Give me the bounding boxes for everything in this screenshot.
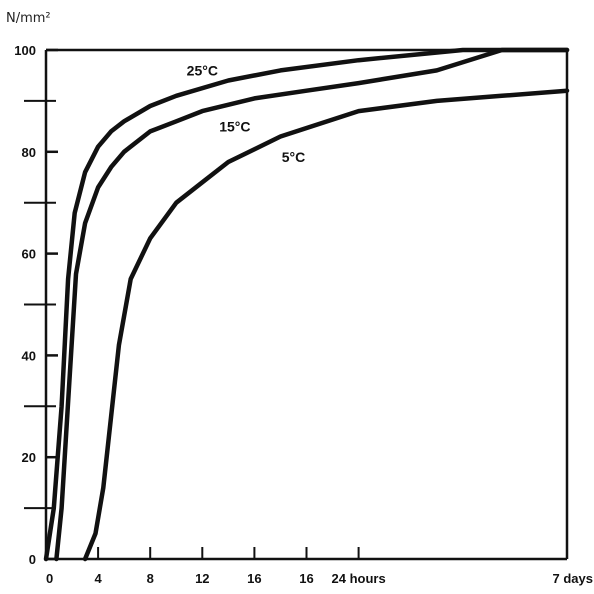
y-tick-label: 20 <box>22 450 36 465</box>
x-tick-label: 16 <box>247 571 261 586</box>
y-tick-label: 40 <box>22 348 36 363</box>
x-tick-label: 12 <box>195 571 209 586</box>
x-tick-label: 16 <box>299 571 313 586</box>
series-line-1 <box>54 47 570 562</box>
series-label-5c: 5°C <box>282 149 306 165</box>
y-tick-label: 0 <box>29 552 36 567</box>
series-line-2 <box>82 88 570 562</box>
x-tick-label: 4 <box>94 571 102 586</box>
y-axis-unit-label: N/mm² <box>6 11 51 26</box>
y-tick-label: 100 <box>14 43 36 58</box>
series-label-25c: 25°C <box>187 62 218 78</box>
y-tick-label: 80 <box>22 145 36 160</box>
y-tick-label: 60 <box>22 247 36 262</box>
x-tick-label: 8 <box>147 571 154 586</box>
x-tick-label: 7 days <box>553 571 593 586</box>
series-label-15c: 15°C <box>219 118 250 134</box>
series-line-0 <box>43 47 570 562</box>
x-tick-label: 24 hours <box>332 571 386 586</box>
x-tick-label: 0 <box>46 571 53 586</box>
